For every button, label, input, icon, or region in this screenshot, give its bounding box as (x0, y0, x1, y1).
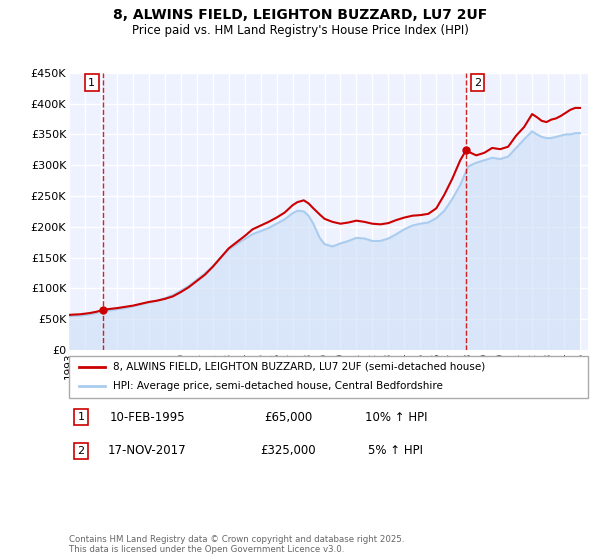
Text: 5% ↑ HPI: 5% ↑ HPI (368, 444, 424, 458)
Text: HPI: Average price, semi-detached house, Central Bedfordshire: HPI: Average price, semi-detached house,… (113, 381, 443, 391)
Text: 8, ALWINS FIELD, LEIGHTON BUZZARD, LU7 2UF: 8, ALWINS FIELD, LEIGHTON BUZZARD, LU7 2… (113, 8, 487, 22)
FancyBboxPatch shape (69, 356, 588, 398)
Text: 17-NOV-2017: 17-NOV-2017 (107, 444, 187, 458)
Text: 10-FEB-1995: 10-FEB-1995 (109, 410, 185, 424)
Text: £65,000: £65,000 (264, 410, 312, 424)
Text: Price paid vs. HM Land Registry's House Price Index (HPI): Price paid vs. HM Land Registry's House … (131, 24, 469, 36)
Text: 10% ↑ HPI: 10% ↑ HPI (365, 410, 427, 424)
Text: 2: 2 (474, 77, 481, 87)
Text: £325,000: £325,000 (260, 444, 316, 458)
Text: 8, ALWINS FIELD, LEIGHTON BUZZARD, LU7 2UF (semi-detached house): 8, ALWINS FIELD, LEIGHTON BUZZARD, LU7 2… (113, 362, 485, 372)
Text: 1: 1 (77, 412, 85, 422)
Text: 2: 2 (77, 446, 85, 456)
Text: 1: 1 (88, 77, 95, 87)
Text: Contains HM Land Registry data © Crown copyright and database right 2025.
This d: Contains HM Land Registry data © Crown c… (69, 535, 404, 554)
